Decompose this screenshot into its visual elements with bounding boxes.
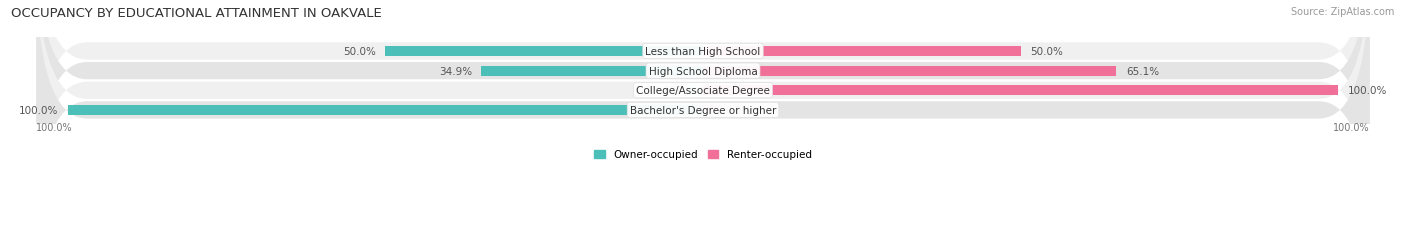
Bar — [703, 66, 1116, 76]
Text: Less than High School: Less than High School — [645, 47, 761, 57]
Text: 0.0%: 0.0% — [655, 86, 681, 96]
Text: 100.0%: 100.0% — [20, 106, 59, 116]
Bar — [703, 105, 718, 116]
Bar — [481, 66, 703, 76]
Text: Source: ZipAtlas.com: Source: ZipAtlas.com — [1291, 7, 1395, 17]
Text: Bachelor's Degree or higher: Bachelor's Degree or higher — [630, 106, 776, 116]
Text: 50.0%: 50.0% — [1031, 47, 1063, 57]
Text: High School Diploma: High School Diploma — [648, 66, 758, 76]
Bar — [703, 47, 1021, 57]
FancyBboxPatch shape — [37, 0, 1369, 231]
Text: College/Associate Degree: College/Associate Degree — [636, 86, 770, 96]
Bar — [385, 47, 703, 57]
Text: 65.1%: 65.1% — [1126, 66, 1159, 76]
Bar — [703, 86, 1339, 96]
FancyBboxPatch shape — [37, 0, 1369, 200]
Text: 0.0%: 0.0% — [725, 106, 751, 116]
FancyBboxPatch shape — [37, 0, 1369, 219]
Legend: Owner-occupied, Renter-occupied: Owner-occupied, Renter-occupied — [591, 146, 815, 164]
FancyBboxPatch shape — [37, 0, 1369, 231]
Text: 100.0%: 100.0% — [37, 123, 73, 133]
Text: 100.0%: 100.0% — [1333, 123, 1369, 133]
Text: 50.0%: 50.0% — [343, 47, 375, 57]
Text: OCCUPANCY BY EDUCATIONAL ATTAINMENT IN OAKVALE: OCCUPANCY BY EDUCATIONAL ATTAINMENT IN O… — [11, 7, 382, 20]
Text: 100.0%: 100.0% — [1347, 86, 1386, 96]
Bar — [67, 105, 703, 116]
Text: 34.9%: 34.9% — [439, 66, 472, 76]
Bar — [688, 86, 703, 96]
